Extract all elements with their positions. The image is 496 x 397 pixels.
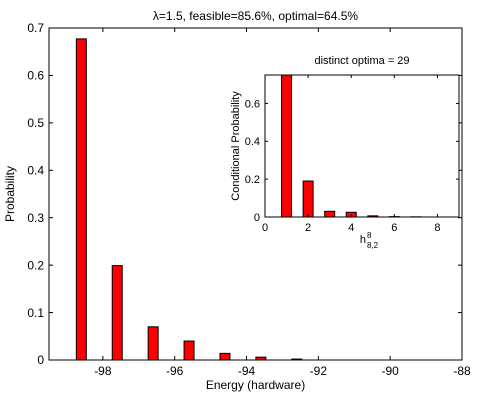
inset-y-tick-label: 0.6 bbox=[245, 98, 260, 110]
main-bar bbox=[112, 266, 122, 360]
main-y-tick-label: 0.6 bbox=[27, 69, 44, 83]
inset-x-tick-label: 4 bbox=[348, 222, 354, 234]
inset-plot-area bbox=[265, 75, 459, 217]
inset-x-tick-label: 2 bbox=[305, 222, 311, 234]
inset-x-tick-label: 8 bbox=[434, 222, 440, 234]
main-y-axis-label: Probability bbox=[3, 166, 17, 222]
inset-y-tick-label: 0 bbox=[254, 212, 260, 224]
inset-x-axis-label-sub: 8,2 bbox=[367, 241, 379, 250]
main-y-tick-label: 0.5 bbox=[27, 116, 44, 130]
inset-title: distinct optima = 29 bbox=[314, 55, 409, 67]
inset-bar bbox=[325, 211, 335, 217]
inset-bar bbox=[303, 181, 313, 217]
inset-y-tick-label: 0.4 bbox=[245, 136, 260, 148]
inset-x-axis-label-sup: 8 bbox=[367, 231, 372, 240]
inset-x-tick-label: 0 bbox=[262, 222, 268, 234]
main-x-tick-label: -90 bbox=[382, 364, 400, 378]
inset-x-axis-label: h bbox=[360, 234, 366, 246]
main-x-tick-label: -98 bbox=[94, 364, 112, 378]
main-x-tick-label: -92 bbox=[310, 364, 328, 378]
main-bar bbox=[76, 39, 86, 360]
main-x-axis-label: Energy (hardware) bbox=[206, 378, 305, 392]
main-y-tick-label: 0.4 bbox=[27, 163, 44, 177]
main-bar bbox=[148, 327, 158, 360]
main-y-tick-label: 0.2 bbox=[27, 258, 44, 272]
main-x-tick-label: -96 bbox=[166, 364, 184, 378]
main-y-tick-label: 0 bbox=[37, 353, 44, 367]
main-x-tick-label: -94 bbox=[238, 364, 256, 378]
main-x-tick-label: -88 bbox=[453, 364, 471, 378]
main-title: λ=1.5, feasible=85.6%, optimal=64.5% bbox=[153, 9, 358, 23]
main-y-tick-label: 0.3 bbox=[27, 211, 44, 225]
main-bar bbox=[220, 353, 230, 360]
main-y-tick-label: 0.1 bbox=[27, 306, 44, 320]
inset-y-tick-label: 0.2 bbox=[245, 174, 260, 186]
inset-x-tick-label: 6 bbox=[391, 222, 397, 234]
inset-bar bbox=[282, 75, 292, 217]
main-bar bbox=[184, 341, 194, 360]
inset-y-axis-label: Conditional Probability bbox=[230, 91, 242, 201]
main-y-tick-label: 0.7 bbox=[27, 21, 44, 35]
